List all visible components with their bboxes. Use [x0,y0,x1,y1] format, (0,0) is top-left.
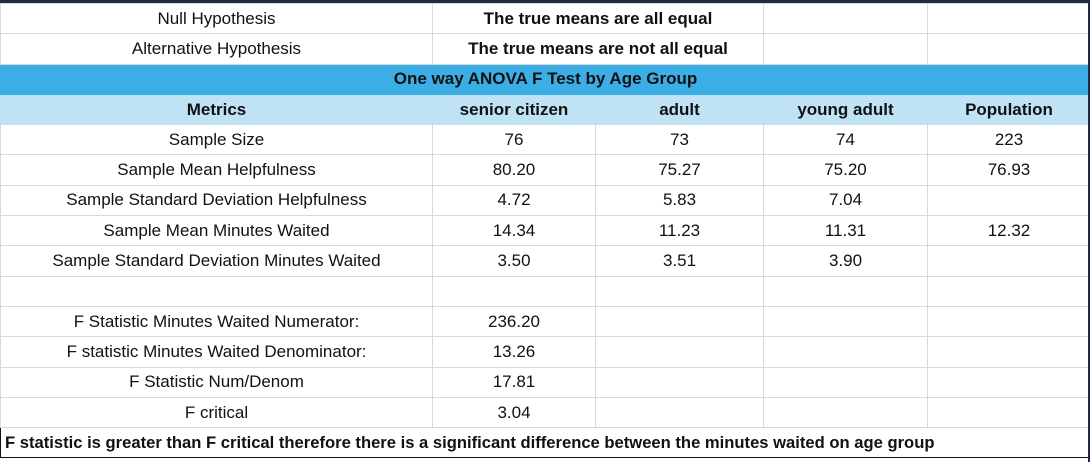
cell-empty[interactable] [928,276,1090,306]
metric-label[interactable]: Sample Mean Helpfulness [1,155,433,185]
cell-empty[interactable] [764,4,928,34]
metric-label[interactable]: Sample Size [1,125,433,155]
metric-label[interactable]: Sample Standard Deviation Helpfulness [1,185,433,215]
young-adult-value[interactable]: 75.20 [764,155,928,185]
cell-empty[interactable] [764,397,928,427]
stat-value[interactable]: 3.04 [433,397,596,427]
spreadsheet-grid: Null Hypothesis The true means are all e… [0,3,1090,458]
stat-label[interactable]: F Statistic Minutes Waited Numerator: [1,306,433,336]
cell-empty[interactable] [764,306,928,336]
adult-value[interactable]: 73 [596,125,764,155]
conclusion-row: F statistic is greater than F critical t… [1,428,1090,458]
cell-empty[interactable] [596,397,764,427]
adult-value[interactable]: 11.23 [596,216,764,246]
cell-empty[interactable] [433,276,596,306]
cell-empty[interactable] [596,367,764,397]
cell-empty[interactable] [928,34,1090,64]
senior-value[interactable]: 14.34 [433,216,596,246]
senior-value[interactable]: 4.72 [433,185,596,215]
population-value[interactable] [928,185,1090,215]
stat-value[interactable]: 17.81 [433,367,596,397]
conclusion-text[interactable]: F statistic is greater than F critical t… [1,428,1090,458]
population-value[interactable]: 76.93 [928,155,1090,185]
cell-empty[interactable] [764,337,928,367]
column-header-row: Metrics senior citizen adult young adult… [1,94,1090,124]
anova-table: Null Hypothesis The true means are all e… [0,3,1090,458]
adult-value[interactable]: 3.51 [596,246,764,276]
table-row: Sample Mean Minutes Waited 14.34 11.23 1… [1,216,1090,246]
adult-value[interactable]: 75.27 [596,155,764,185]
cell-empty[interactable] [928,4,1090,34]
table-row: Sample Mean Helpfulness 80.20 75.27 75.2… [1,155,1090,185]
header-young-adult[interactable]: young adult [764,94,928,124]
cell-empty[interactable] [764,34,928,64]
cell-empty[interactable] [596,306,764,336]
header-population[interactable]: Population [928,94,1090,124]
cell-empty[interactable] [596,276,764,306]
young-adult-value[interactable]: 3.90 [764,246,928,276]
table-row: Sample Standard Deviation Minutes Waited… [1,246,1090,276]
cell-empty[interactable] [928,367,1090,397]
blank-row [1,276,1090,306]
stat-value[interactable]: 13.26 [433,337,596,367]
cell-null-label[interactable]: Null Hypothesis [1,4,433,34]
senior-value[interactable]: 3.50 [433,246,596,276]
cell-empty[interactable] [928,397,1090,427]
header-senior-citizen[interactable]: senior citizen [433,94,596,124]
stat-row: F Statistic Minutes Waited Numerator: 23… [1,306,1090,336]
header-adult[interactable]: adult [596,94,764,124]
cell-empty[interactable] [596,337,764,367]
section-title[interactable]: One way ANOVA F Test by Age Group [1,64,1090,94]
cell-empty[interactable] [928,337,1090,367]
cell-null-value[interactable]: The true means are all equal [433,4,764,34]
senior-value[interactable]: 80.20 [433,155,596,185]
young-adult-value[interactable]: 74 [764,125,928,155]
cell-empty[interactable] [1,276,433,306]
stat-row: F Statistic Num/Denom 17.81 [1,367,1090,397]
section-title-row: One way ANOVA F Test by Age Group [1,64,1090,94]
cell-alt-value[interactable]: The true means are not all equal [433,34,764,64]
cell-empty[interactable] [764,276,928,306]
senior-value[interactable]: 76 [433,125,596,155]
population-value[interactable] [928,246,1090,276]
population-value[interactable]: 12.32 [928,216,1090,246]
population-value[interactable]: 223 [928,125,1090,155]
header-metrics[interactable]: Metrics [1,94,433,124]
null-hypothesis-row: Null Hypothesis The true means are all e… [1,4,1090,34]
alternative-hypothesis-row: Alternative Hypothesis The true means ar… [1,34,1090,64]
cell-empty[interactable] [928,306,1090,336]
stat-label[interactable]: F Statistic Num/Denom [1,367,433,397]
stat-label[interactable]: F statistic Minutes Waited Denominator: [1,337,433,367]
metric-label[interactable]: Sample Standard Deviation Minutes Waited [1,246,433,276]
table-row: Sample Size 76 73 74 223 [1,125,1090,155]
adult-value[interactable]: 5.83 [596,185,764,215]
table-row: Sample Standard Deviation Helpfulness 4.… [1,185,1090,215]
cell-alt-label[interactable]: Alternative Hypothesis [1,34,433,64]
stat-label[interactable]: F critical [1,397,433,427]
metric-label[interactable]: Sample Mean Minutes Waited [1,216,433,246]
young-adult-value[interactable]: 11.31 [764,216,928,246]
stat-row: F statistic Minutes Waited Denominator: … [1,337,1090,367]
cell-empty[interactable] [764,367,928,397]
stat-row: F critical 3.04 [1,397,1090,427]
stat-value[interactable]: 236.20 [433,306,596,336]
young-adult-value[interactable]: 7.04 [764,185,928,215]
